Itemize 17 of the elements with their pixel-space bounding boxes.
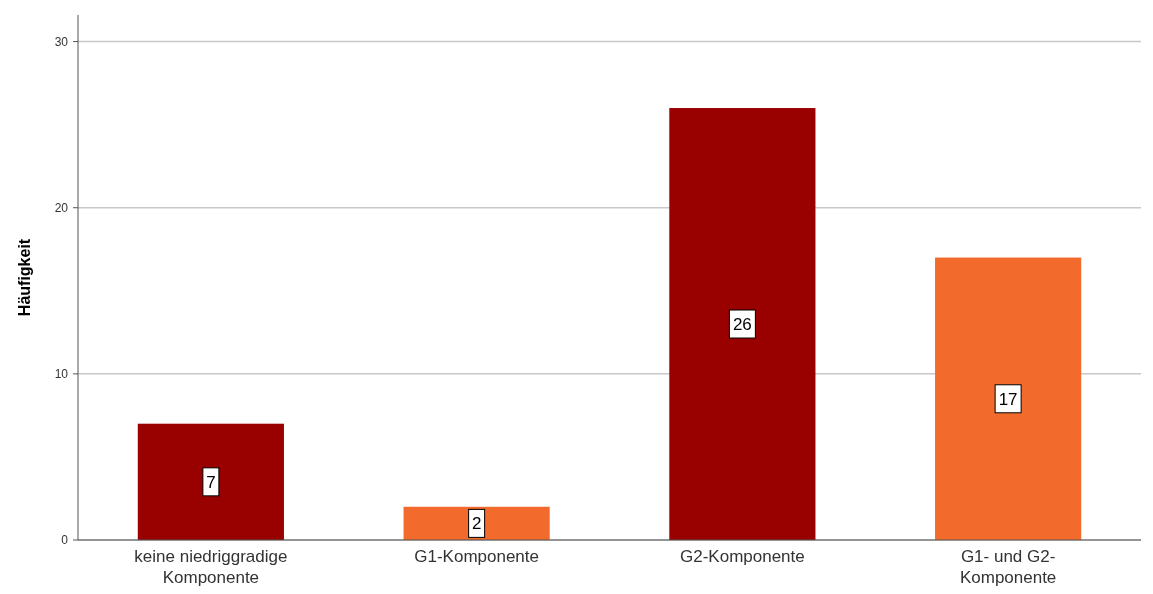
data-label: 2 xyxy=(471,514,482,534)
data-label: 17 xyxy=(998,389,1018,409)
y-tick-label: 30 xyxy=(54,34,69,49)
bar xyxy=(137,423,284,540)
x-tick-label: keine niedriggradige Komponente xyxy=(134,547,288,587)
y-axis-title: Häufigkeit xyxy=(16,238,33,317)
data-label: 26 xyxy=(732,315,752,335)
x-tick-label: G1-Komponente xyxy=(414,547,539,566)
x-tick-label: G1- und G2-Komponente xyxy=(959,547,1057,587)
bar xyxy=(669,108,816,540)
bar xyxy=(935,257,1082,540)
y-tick-label: 0 xyxy=(61,533,69,547)
y-tick-label: 20 xyxy=(54,200,69,215)
bar xyxy=(403,506,550,540)
y-tick-label: 10 xyxy=(54,366,69,381)
data-label: 7 xyxy=(206,472,216,492)
x-tick-label: G2-Komponente xyxy=(680,547,805,566)
